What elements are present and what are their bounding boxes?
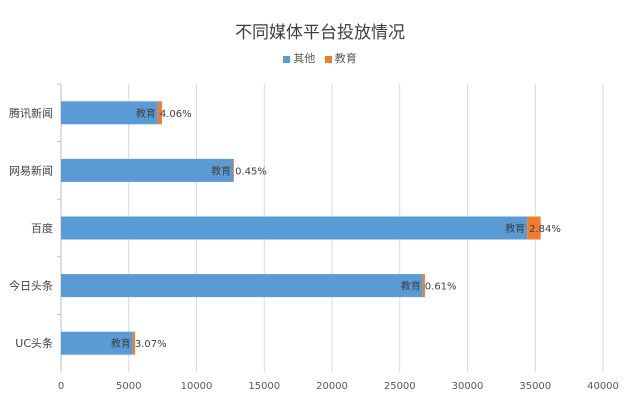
x-tick-label-35000: 35000 (519, 381, 551, 392)
chart-title: 不同媒体平台投放情况 (235, 23, 405, 43)
legend-label-education: 教育 (334, 52, 357, 65)
data-label-percent-0: 4.06% (160, 109, 192, 120)
data-label-percent-4: 3.07% (135, 339, 167, 350)
y-tick-label-2: 百度 (31, 221, 53, 235)
bar-education-1 (233, 158, 234, 182)
data-label-series-3: 教育 (401, 280, 421, 293)
legend-label-other: 其他 (293, 52, 316, 65)
x-tick-label-0: 0 (58, 381, 64, 392)
x-tick-label-30000: 30000 (452, 381, 484, 392)
chart-legend: 其他 教育 (0, 50, 640, 66)
y-tick-label-3: 今日头条 (9, 279, 53, 293)
y-tick-label-1: 网易新闻 (9, 163, 53, 177)
legend-item-other: 其他 (283, 50, 315, 66)
x-tick-label-5000: 5000 (116, 381, 141, 392)
y-tick-label-0: 腾讯新闻 (9, 106, 53, 120)
x-tick-label-20000: 20000 (316, 381, 348, 392)
bar-other-2 (61, 216, 528, 240)
legend-item-education: 教育 (324, 50, 357, 66)
legend-swatch-other (283, 55, 291, 63)
legend-swatch-education (324, 55, 332, 63)
bar-other-1 (61, 158, 234, 182)
x-tick-label-40000: 40000 (587, 381, 619, 392)
data-label-series-1: 教育 (211, 164, 231, 177)
x-tick-label-15000: 15000 (248, 381, 280, 392)
bar-other-3 (61, 274, 423, 298)
bar-education-2 (527, 216, 541, 240)
bar-education-3 (422, 274, 425, 298)
bar-education-4 (132, 331, 136, 355)
data-label-percent-3: 0.61% (425, 282, 457, 293)
x-tick-label-25000: 25000 (384, 381, 416, 392)
data-label-series-4: 教育 (111, 337, 131, 350)
bar-education-0 (157, 101, 162, 125)
data-label-series-2: 教育 (505, 222, 525, 235)
y-tick-label-4: UC头条 (15, 336, 53, 350)
x-tick-label-10000: 10000 (181, 381, 213, 392)
data-label-series-0: 教育 (136, 107, 156, 120)
data-label-percent-2: 2.84% (529, 224, 561, 235)
data-label-percent-1: 0.45% (235, 166, 267, 177)
bar-other-0 (61, 101, 158, 125)
bar-other-4 (61, 331, 133, 355)
